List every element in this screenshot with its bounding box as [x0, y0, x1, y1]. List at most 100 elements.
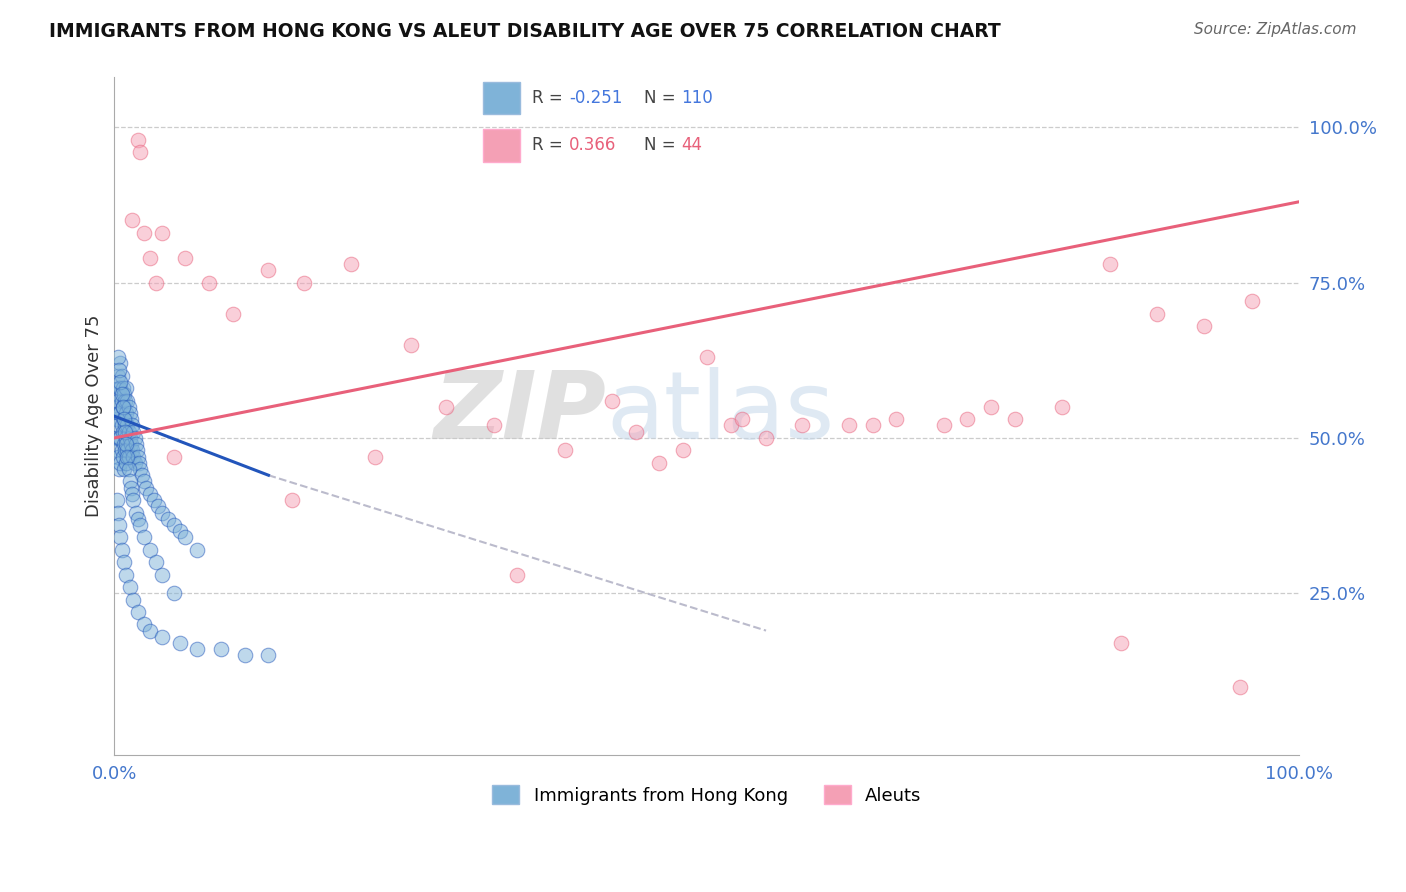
Point [110, 406, 132, 420]
Point [156, 512, 179, 526]
Point [163, 586, 186, 600]
Text: atlas: atlas [606, 367, 834, 458]
Point [1229, 680, 1251, 694]
Point [107, 450, 129, 464]
Point [112, 412, 135, 426]
Point [110, 368, 132, 383]
Point [110, 387, 132, 401]
Point [672, 443, 695, 458]
Point [112, 555, 135, 569]
Point [163, 450, 186, 464]
Point [112, 387, 135, 401]
Point [111, 381, 134, 395]
Y-axis label: Disability Age Over 75: Disability Age Over 75 [86, 315, 103, 517]
Point [554, 443, 576, 458]
Point [148, 500, 170, 514]
Point [112, 462, 135, 476]
Point [1052, 400, 1074, 414]
Point [186, 542, 208, 557]
Bar [482, 81, 520, 114]
Point [932, 418, 955, 433]
Point [108, 381, 131, 395]
Point [115, 431, 138, 445]
Point [117, 450, 139, 464]
Text: ZIP: ZIP [433, 367, 606, 458]
Point [115, 381, 138, 395]
Point [114, 443, 136, 458]
Point [132, 226, 155, 240]
Point [117, 450, 139, 464]
Text: Source: ZipAtlas.com: Source: ZipAtlas.com [1194, 22, 1357, 37]
Point [142, 493, 165, 508]
Point [114, 418, 136, 433]
Point [110, 393, 132, 408]
Point [145, 555, 167, 569]
Point [135, 481, 157, 495]
Point [169, 636, 191, 650]
Point [122, 592, 145, 607]
Point [150, 630, 173, 644]
Point [107, 368, 129, 383]
Point [110, 375, 132, 389]
Point [118, 475, 141, 489]
Point [838, 418, 860, 433]
Point [117, 400, 139, 414]
Point [1098, 257, 1121, 271]
Point [108, 462, 131, 476]
Point [122, 425, 145, 439]
Point [111, 400, 134, 414]
Text: 44: 44 [682, 136, 703, 154]
Point [131, 468, 153, 483]
Point [696, 350, 718, 364]
Point [139, 624, 162, 638]
Point [886, 412, 908, 426]
Point [122, 450, 145, 464]
Point [117, 462, 139, 476]
Point [186, 642, 208, 657]
Point [150, 567, 173, 582]
Point [980, 400, 1002, 414]
Point [121, 213, 143, 227]
Point [506, 567, 529, 582]
Point [104, 431, 127, 445]
Point [107, 393, 129, 408]
Point [111, 450, 134, 464]
Point [111, 400, 134, 414]
Point [169, 524, 191, 538]
Point [624, 425, 647, 439]
Point [104, 400, 127, 414]
Point [110, 418, 132, 433]
Point [124, 456, 146, 470]
Point [127, 605, 149, 619]
Point [105, 387, 128, 401]
Point [108, 362, 131, 376]
Point [132, 475, 155, 489]
Point [434, 400, 457, 414]
Point [1111, 636, 1133, 650]
Point [117, 425, 139, 439]
Point [107, 350, 129, 364]
Point [127, 132, 149, 146]
Point [117, 443, 139, 458]
Point [117, 393, 139, 408]
Point [163, 517, 186, 532]
Point [110, 542, 132, 557]
Point [110, 456, 132, 470]
Point [174, 251, 197, 265]
Point [731, 412, 754, 426]
Text: IMMIGRANTS FROM HONG KONG VS ALEUT DISABILITY AGE OVER 75 CORRELATION CHART: IMMIGRANTS FROM HONG KONG VS ALEUT DISAB… [49, 22, 1001, 41]
Point [107, 418, 129, 433]
Point [120, 412, 142, 426]
Point [132, 617, 155, 632]
Point [108, 431, 131, 445]
Point [281, 493, 304, 508]
Point [1240, 294, 1263, 309]
Point [399, 337, 422, 351]
Point [107, 506, 129, 520]
Point [1194, 319, 1216, 334]
Point [110, 431, 132, 445]
Point [129, 145, 152, 159]
Point [125, 506, 148, 520]
Point [1004, 412, 1026, 426]
Point [128, 456, 150, 470]
